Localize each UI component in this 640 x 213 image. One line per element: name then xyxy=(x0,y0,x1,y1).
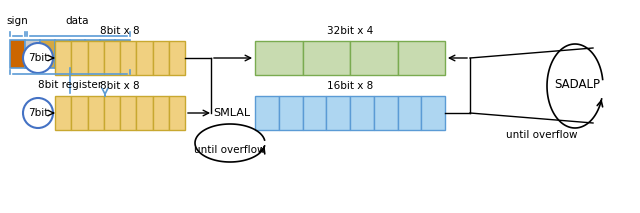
FancyBboxPatch shape xyxy=(100,40,115,68)
Text: 8bit x 8: 8bit x 8 xyxy=(100,81,140,91)
FancyBboxPatch shape xyxy=(350,41,397,75)
FancyBboxPatch shape xyxy=(136,96,152,130)
FancyBboxPatch shape xyxy=(255,41,303,75)
FancyBboxPatch shape xyxy=(70,40,85,68)
FancyBboxPatch shape xyxy=(55,96,71,130)
Text: 7bit: 7bit xyxy=(28,108,48,118)
Text: 32bit x 4: 32bit x 4 xyxy=(327,26,373,36)
Text: SADALP: SADALP xyxy=(554,78,600,91)
FancyBboxPatch shape xyxy=(169,96,185,130)
FancyBboxPatch shape xyxy=(88,96,104,130)
FancyBboxPatch shape xyxy=(350,96,374,130)
Circle shape xyxy=(23,98,53,128)
FancyBboxPatch shape xyxy=(303,96,326,130)
FancyBboxPatch shape xyxy=(88,41,104,75)
FancyBboxPatch shape xyxy=(136,41,152,75)
FancyBboxPatch shape xyxy=(55,41,71,75)
FancyBboxPatch shape xyxy=(55,40,70,68)
FancyBboxPatch shape xyxy=(104,96,120,130)
Text: 7bit: 7bit xyxy=(28,53,48,63)
FancyBboxPatch shape xyxy=(279,96,303,130)
Text: until overflow: until overflow xyxy=(506,130,578,140)
FancyBboxPatch shape xyxy=(71,96,88,130)
Circle shape xyxy=(23,43,53,73)
FancyBboxPatch shape xyxy=(104,41,120,75)
Text: 16bit x 8: 16bit x 8 xyxy=(327,81,373,91)
FancyBboxPatch shape xyxy=(374,96,397,130)
Text: 8bit register: 8bit register xyxy=(38,80,102,90)
FancyBboxPatch shape xyxy=(326,96,350,130)
Text: 8bit x 8: 8bit x 8 xyxy=(100,26,140,36)
Text: sign: sign xyxy=(6,16,28,26)
FancyBboxPatch shape xyxy=(10,40,25,68)
Text: until overflow: until overflow xyxy=(195,145,266,155)
FancyBboxPatch shape xyxy=(120,41,136,75)
Text: data: data xyxy=(65,16,89,26)
FancyBboxPatch shape xyxy=(25,40,40,68)
FancyBboxPatch shape xyxy=(255,96,279,130)
FancyBboxPatch shape xyxy=(169,41,185,75)
FancyBboxPatch shape xyxy=(85,40,100,68)
FancyBboxPatch shape xyxy=(71,41,88,75)
FancyBboxPatch shape xyxy=(40,40,55,68)
FancyBboxPatch shape xyxy=(115,40,130,68)
FancyBboxPatch shape xyxy=(421,96,445,130)
FancyBboxPatch shape xyxy=(397,41,445,75)
FancyBboxPatch shape xyxy=(120,96,136,130)
Text: SMLAL: SMLAL xyxy=(213,108,250,118)
FancyBboxPatch shape xyxy=(303,41,350,75)
FancyBboxPatch shape xyxy=(152,96,169,130)
FancyBboxPatch shape xyxy=(152,41,169,75)
FancyBboxPatch shape xyxy=(397,96,421,130)
